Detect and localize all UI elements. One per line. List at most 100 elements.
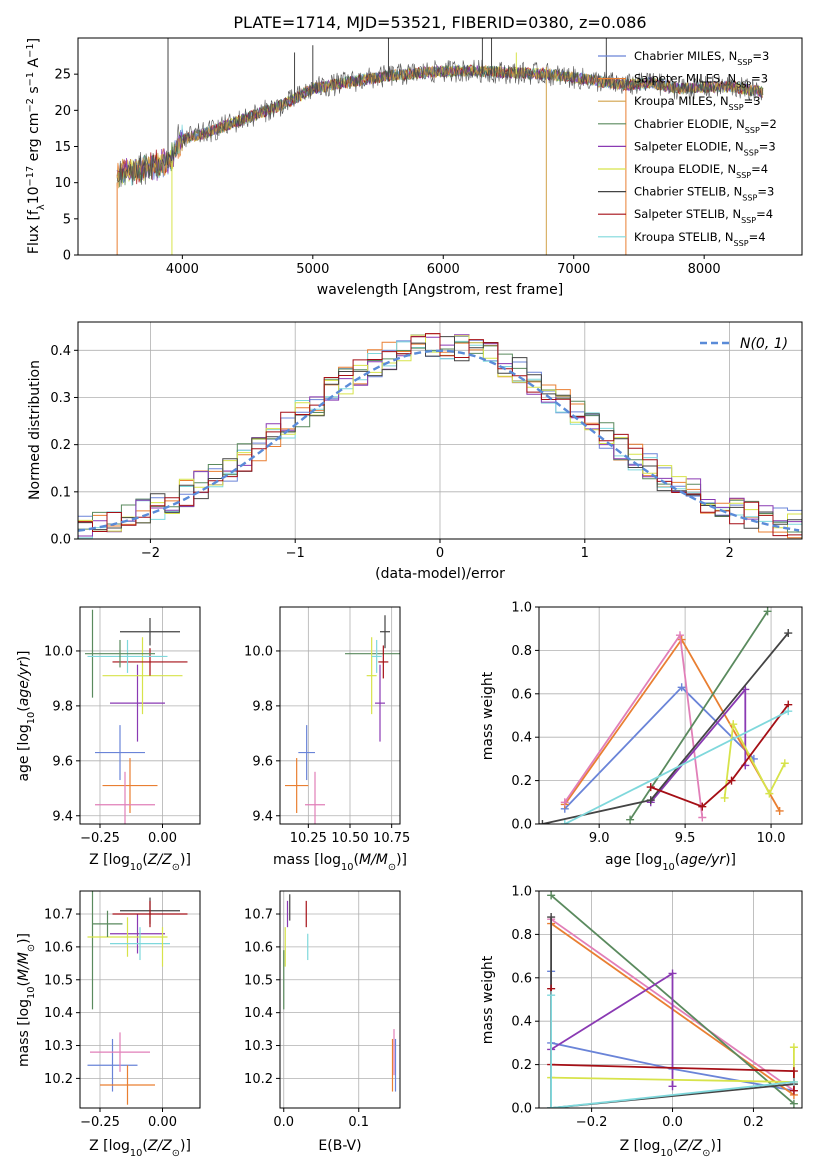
errorbar-point xyxy=(110,914,165,954)
x-tick-label: 0.00 xyxy=(148,1115,177,1130)
xlabel: age [log10(age/yr)] xyxy=(605,852,736,873)
x-tick-label: 1 xyxy=(581,546,589,561)
x-tick-label: 0.1 xyxy=(348,1115,369,1130)
series-marker xyxy=(668,1082,677,1091)
errorbar-point xyxy=(95,771,155,824)
series-marker xyxy=(727,776,736,785)
x-tick-label: 5000 xyxy=(296,262,329,277)
errorbar-point xyxy=(371,639,382,673)
series-marker xyxy=(729,720,738,729)
series-line xyxy=(550,917,794,1108)
legend-entry: Salpeter STELIB, NSSP=4 xyxy=(634,207,773,225)
y-tick-label: 0.1 xyxy=(50,485,71,500)
legend-entry: Kroupa MILES, NSSP=3 xyxy=(634,94,761,112)
series-salpeter_stelib xyxy=(646,700,793,811)
y-tick-label: 10.0 xyxy=(244,644,273,659)
series-marker xyxy=(646,796,655,805)
y-tick-label: 0.6 xyxy=(511,971,532,986)
y-tick-label: 0.0 xyxy=(511,818,532,833)
xlabel: Z [log10(Z/Z⊙)] xyxy=(89,852,191,873)
x-tick-label: 8000 xyxy=(688,262,721,277)
errorbar-point xyxy=(366,637,377,715)
y-tick-label: 0.2 xyxy=(511,1058,532,1073)
errorbar-point xyxy=(305,771,325,824)
y-tick-label: 25 xyxy=(54,68,71,83)
mass_vs_ebv-plot-area xyxy=(280,891,400,1108)
x-tick-label: −1 xyxy=(286,546,305,561)
y-tick-label: 10.5 xyxy=(244,973,273,988)
series-line xyxy=(550,971,674,1087)
errorbar-point xyxy=(87,639,168,673)
errorbar-point xyxy=(110,927,170,961)
legend-entry: N(0, 1) xyxy=(740,336,788,352)
series-marker xyxy=(698,802,707,811)
errorbar-point xyxy=(298,725,315,781)
xlabel: Z [log10(Z/Z⊙)] xyxy=(620,1138,722,1159)
x-tick-label: −2 xyxy=(141,546,160,561)
x-tick-label: 10.25 xyxy=(290,831,327,846)
series-marker xyxy=(780,759,789,768)
gridlines xyxy=(539,891,802,1108)
series-marker xyxy=(784,707,793,716)
series-kroupa_elodie xyxy=(720,720,789,802)
series-line xyxy=(629,610,769,821)
residuals-plot-area xyxy=(78,322,802,539)
series-marker xyxy=(668,969,677,978)
series-kroupa_stelib xyxy=(560,707,793,824)
legend-entry: Kroupa STELIB, NSSP=4 xyxy=(634,230,766,248)
y-tick-label: 0.4 xyxy=(50,344,71,359)
y-tick-label: 9.8 xyxy=(252,699,273,714)
errorbar-point xyxy=(90,1032,150,1072)
y-tick-label: 0.6 xyxy=(511,687,532,702)
y-tick-label: 10.2 xyxy=(44,1072,73,1087)
series-marker xyxy=(547,1104,556,1108)
y-tick-label: 10.4 xyxy=(244,1006,273,1021)
series-marker xyxy=(784,629,793,638)
series-marker xyxy=(646,783,655,792)
errorbar-point xyxy=(85,639,155,668)
series-marker xyxy=(789,1086,798,1095)
weight_vs_age-panel: 9.0 9.5 10.0 0.0 0.2 0.4 0.6 0.8 1.0 age [log10(a… xyxy=(480,601,803,873)
errorbar-point xyxy=(375,664,385,742)
series-marker xyxy=(547,891,556,900)
series-marker xyxy=(560,798,569,807)
x-tick-label: −0.25 xyxy=(80,831,120,846)
y-tick-label: 9.4 xyxy=(52,809,73,824)
x-tick-label: 9.0 xyxy=(589,831,610,846)
y-tick-label: 0.2 xyxy=(50,438,71,453)
errorbar-point xyxy=(102,637,183,715)
gridlines xyxy=(280,607,400,824)
gridlines xyxy=(539,607,802,824)
y-tick-label: 0 xyxy=(63,249,71,264)
gridlines xyxy=(80,607,200,824)
x-tick-label: 10.0 xyxy=(757,831,786,846)
y-tick-label: 9.4 xyxy=(252,809,273,824)
x-tick-label: 0.0 xyxy=(662,1115,683,1130)
x-tick-label: 0.0 xyxy=(273,1115,294,1130)
series-line xyxy=(564,637,781,812)
ylabel: mass weight xyxy=(480,955,496,1044)
y-tick-label: 1.0 xyxy=(511,885,532,900)
series-line xyxy=(650,704,789,808)
x-tick-label: 7000 xyxy=(557,262,590,277)
age_vs_mass-plot-area xyxy=(280,607,400,824)
age_vs_z-panel: −0.25 0.00 9.4 9.6 9.8 10.0 Z [log10(Z/Z⊙)] age… xyxy=(16,606,201,873)
series-line xyxy=(723,721,786,799)
ylabel: mass weight xyxy=(480,671,496,760)
ylabel: age [log10(age/yr)] xyxy=(16,650,37,781)
weight_vs_z-panel: −0.2 0.0 0.2 0.0 0.2 0.4 0.6 0.8 1.0 Z [log10(Z/Z… xyxy=(480,885,803,1159)
y-tick-label: 10.6 xyxy=(44,940,73,955)
y-tick-label: 15 xyxy=(54,140,71,155)
mass_vs_ebv-panel: 0.0 0.1 10.2 10.3 10.4 10.5 10.6 10.7 E(B-V) xyxy=(244,890,401,1154)
x-tick-label: −0.25 xyxy=(80,1115,120,1130)
errorbar-point xyxy=(120,617,180,646)
y-tick-label: 10.3 xyxy=(244,1039,273,1054)
mass_vs_z-plot-area xyxy=(80,891,200,1108)
x-tick-label: 0 xyxy=(436,546,444,561)
spectrum-legend: Chabrier MILES, NSSP=3 Salpeter MILES, NS… xyxy=(598,49,777,247)
errorbar-point xyxy=(380,615,390,649)
spectrum-ylabel: Flux [fλ10−17 erg cm−2 s−1 A−1] xyxy=(25,38,47,254)
series-marker xyxy=(539,820,547,824)
series-chabrier_elodie xyxy=(626,607,772,824)
series-pink xyxy=(560,631,707,822)
